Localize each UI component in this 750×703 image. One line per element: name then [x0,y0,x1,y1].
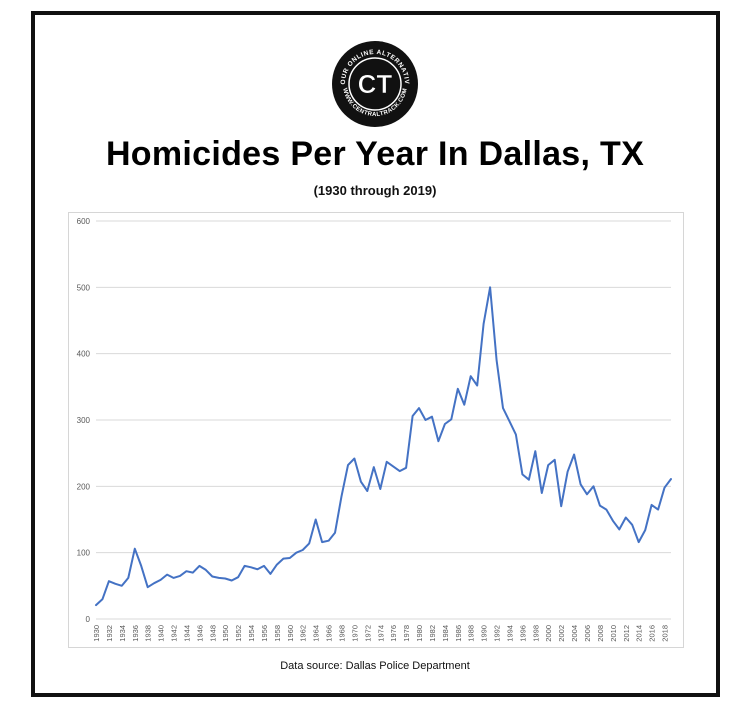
x-tick-label-2010: 2010 [609,625,618,642]
x-tick-label-1946: 1946 [195,625,204,642]
logo-ring [348,57,402,111]
page-subtitle: (1930 through 2019) [313,183,437,198]
x-tick-label-1968: 1968 [338,625,347,642]
y-tick-label-200: 200 [77,482,91,491]
x-tick-label-1986: 1986 [454,625,463,642]
x-tick-label-1988: 1988 [467,625,476,642]
x-tick-label-1962: 1962 [299,625,308,642]
x-tick-label-2006: 2006 [583,625,592,642]
x-tick-label-1936: 1936 [131,625,140,642]
x-tick-label-2004: 2004 [570,625,579,642]
x-tick-label-1980: 1980 [415,625,424,642]
x-tick-label-1978: 1978 [402,625,411,642]
homicides-line-chart: 0 100 200 300 400 500 600 1930 1932 1934 1936 1938 1… [77,217,672,642]
x-tick-label-1966: 1966 [325,625,334,642]
x-tick-label-1964: 1964 [312,625,321,642]
x-tick-label-1970: 1970 [350,625,359,642]
y-tick-label-400: 400 [77,350,91,359]
x-tick-label-2008: 2008 [596,625,605,642]
y-tick-label-500: 500 [77,283,91,292]
logo-monogram: CT [358,69,393,99]
x-tick-label-2018: 2018 [661,625,670,642]
page-title: Homicides Per Year In Dallas, TX [105,135,645,173]
x-tick-label-1992: 1992 [493,625,502,642]
x-tick-label-1976: 1976 [389,625,398,642]
series-line-0 [95,286,672,607]
x-tick-label-1994: 1994 [505,625,514,642]
x-tick-label-1956: 1956 [260,625,269,642]
logo-outer-circle [332,41,418,127]
x-tick-label-2000: 2000 [544,625,553,642]
x-tick-label-1948: 1948 [208,625,217,642]
x-tick-label-1934: 1934 [118,625,127,642]
x-tick-label-1940: 1940 [157,625,166,642]
y-tick-label-600: 600 [77,217,91,226]
x-tick-label-1990: 1990 [480,625,489,642]
x-tick-label-1944: 1944 [182,625,191,642]
x-tick-label-2012: 2012 [622,625,631,642]
x-tick-label-1960: 1960 [286,625,295,642]
x-tick-label-1998: 1998 [531,625,540,642]
x-tick-label-1982: 1982 [428,625,437,642]
x-tick-label-1938: 1938 [144,625,153,642]
x-tick-label-1958: 1958 [273,625,282,642]
x-tick-label-2016: 2016 [648,625,657,642]
x-tick-label-1996: 1996 [518,625,527,642]
x-tick-label-1954: 1954 [247,625,256,642]
x-tick-label-2014: 2014 [635,625,644,642]
central-track-logo: YOUR ONLINE ALTERNATIVE WWW.CENTRALTRACK… [331,40,418,127]
y-tick-label-100: 100 [77,549,91,558]
x-tick-label-1950: 1950 [221,625,230,642]
x-tick-label-1952: 1952 [234,625,243,642]
chart-area: 0 100 200 300 400 500 600 1930 1932 1934 1936 1938 1… [68,212,684,648]
x-tick-label-1930: 1930 [92,625,101,642]
x-tick-label-1972: 1972 [363,625,372,642]
x-tick-label-1984: 1984 [441,625,450,642]
y-tick-label-300: 300 [77,416,91,425]
x-tick-label-1974: 1974 [376,625,385,642]
x-tick-label-1942: 1942 [170,625,179,642]
data-source: Data source: Dallas Police Department [280,660,470,672]
x-tick-label-1932: 1932 [105,625,114,642]
x-tick-label-2002: 2002 [557,625,566,642]
y-tick-label-0: 0 [86,615,91,624]
